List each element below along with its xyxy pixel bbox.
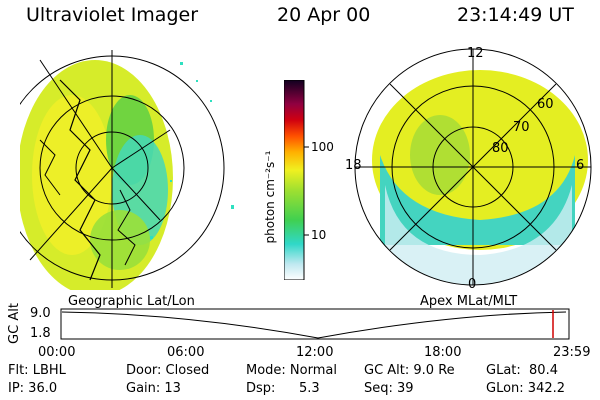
- date-label: 20 Apr 00: [277, 4, 371, 26]
- colorbar-tick-10: 10: [311, 228, 327, 242]
- status-gain: Gain: 13: [126, 381, 181, 396]
- alt-xtick-2359: 23:59: [553, 345, 591, 360]
- mlt-label-6: 6: [576, 158, 585, 173]
- status-filter: Flt: LBHL: [8, 363, 66, 378]
- status-gc-alt: GC Alt: 9.0 Re: [364, 363, 455, 378]
- status-glon: GLon: 342.2: [486, 381, 566, 396]
- status-dsp-label: Dsp:: [246, 381, 276, 396]
- alt-xtick-1800: 18:00: [424, 345, 462, 360]
- geographic-image: [20, 50, 234, 290]
- colorbar-unit-label: photon cm⁻²s⁻¹: [263, 150, 277, 244]
- alt-tick-1-8: 1.8: [30, 326, 51, 341]
- altitude-plot: [60, 308, 570, 340]
- alt-xtick-0600: 06:00: [167, 345, 205, 360]
- app-title: Ultraviolet Imager: [26, 4, 199, 26]
- lat-label-60: 60: [537, 97, 554, 112]
- alt-xtick-0000: 00:00: [38, 345, 76, 360]
- colorbar: [284, 80, 309, 280]
- status-dsp-value: 5.3: [299, 381, 320, 396]
- status-ip: IP: 36.0: [8, 381, 58, 396]
- right-panel-caption: Apex MLat/MLT: [420, 294, 518, 309]
- status-door: Door: Closed: [126, 363, 210, 378]
- status-glat: GLat: 80.4: [486, 363, 558, 378]
- alt-xtick-1200: 12:00: [296, 345, 334, 360]
- mlt-label-18: 18: [345, 158, 362, 173]
- lat-label-80: 80: [492, 141, 509, 156]
- time-label: 23:14:49 UT: [457, 4, 574, 26]
- polar-plot: [354, 48, 592, 286]
- mlt-label-0: 0: [468, 277, 477, 292]
- alt-tick-9: 9.0: [30, 306, 51, 321]
- status-seq: Seq: 39: [364, 381, 414, 396]
- colorbar-tick-100: 100: [311, 140, 334, 154]
- left-panel-caption: Geographic Lat/Lon: [68, 294, 195, 309]
- status-mode: Mode: Normal: [246, 363, 337, 378]
- mlt-label-12: 12: [467, 46, 484, 61]
- alt-axis-label: GC Alt: [6, 303, 22, 344]
- lat-label-70: 70: [513, 120, 530, 135]
